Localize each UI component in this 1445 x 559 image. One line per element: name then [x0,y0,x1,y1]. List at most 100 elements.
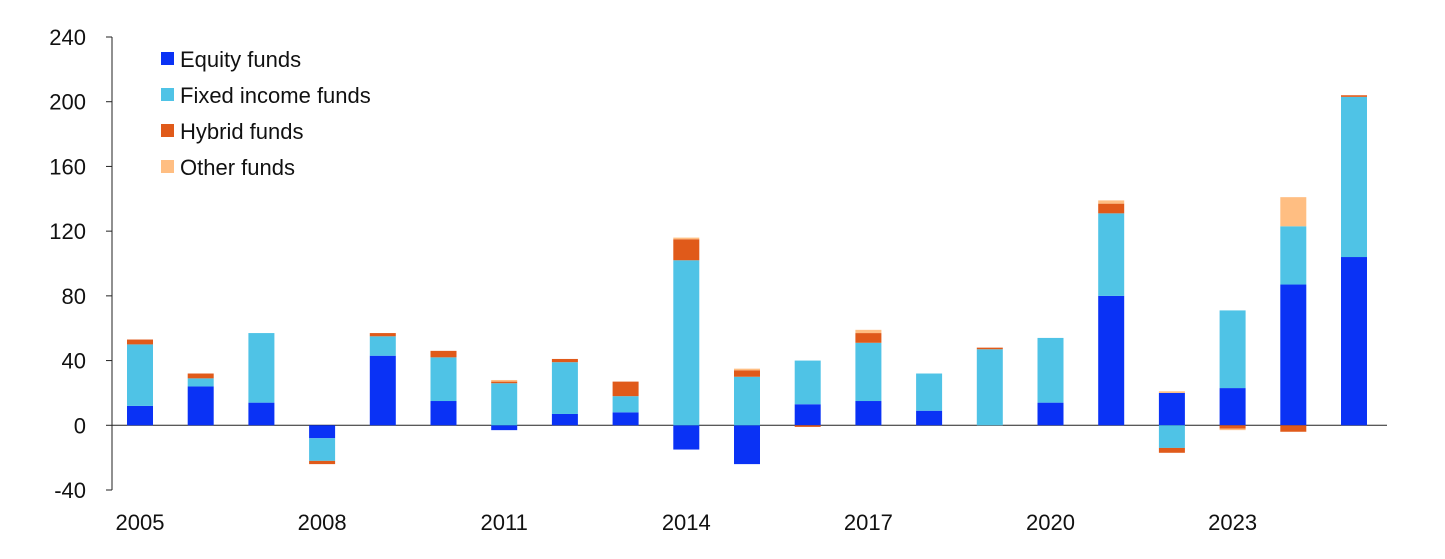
bar-stack-2006 [187,373,214,426]
bar-hybrid-funds-2022 [1158,447,1185,453]
bar-stack-2017 [855,329,882,426]
bar-stack-2021 [1098,200,1125,426]
x-tick-label: 2008 [298,510,347,535]
legend-item-equity-funds: Equity funds [161,47,301,72]
y-tick-label: 120 [49,219,86,244]
bar-stack-2015 [734,368,760,465]
legend-item-other-funds: Other funds [161,155,295,180]
x-tick-label: 2011 [481,510,528,535]
legend-swatch [161,160,174,173]
bar-equity-funds-2025 [1341,257,1367,426]
bar-other-funds-2014 [673,237,700,240]
bar-equity-funds-2014 [673,425,700,450]
legend: Equity funds Fixed income funds Hybrid fun… [161,47,371,180]
bar-stack-2007 [248,333,275,426]
bar-fixed-income-funds-2018 [916,373,943,411]
legend-label: Other funds [180,155,295,180]
bar-equity-funds-2007 [248,402,275,426]
bar-hybrid-funds-2016 [794,425,821,427]
bar-fixed-income-funds-2013 [612,396,639,413]
y-tick-label: 0 [74,413,86,438]
bar-stack-2011 [491,379,518,431]
bar-equity-funds-2012 [551,413,578,426]
bar-fixed-income-funds-2012 [551,362,578,414]
bar-fixed-income-funds-2006 [187,378,214,387]
bar-fixed-income-funds-2025 [1341,96,1367,258]
bar-hybrid-funds-2019 [976,347,1003,350]
bar-fixed-income-funds-2015 [734,376,760,426]
bar-fixed-income-funds-2016 [794,360,821,405]
bar-other-funds-2017 [855,329,882,334]
bar-equity-funds-2021 [1098,295,1125,426]
bar-hybrid-funds-2005 [127,339,153,345]
bar-stack-2013 [612,381,639,426]
bar-hybrid-funds-2009 [369,333,396,337]
bar-fixed-income-funds-2019 [976,349,1003,426]
x-tick-label: 2014 [662,510,711,535]
x-tick-label: 2023 [1208,510,1257,535]
bar-equity-funds-2017 [855,401,882,426]
bar-hybrid-funds-2015 [734,370,760,377]
bar-equity-funds-2022 [1158,392,1185,426]
bar-fixed-income-funds-2008 [309,438,336,461]
bar-hybrid-funds-2017 [855,333,882,343]
x-tick-label: 2005 [116,510,165,535]
bar-other-funds-2011 [491,379,518,382]
legend-swatch [161,124,174,137]
bar-hybrid-funds-2011 [491,381,518,384]
bar-stack-2023 [1219,310,1246,431]
bar-stack-2012 [551,358,578,426]
bar-fixed-income-funds-2024 [1280,226,1307,285]
bar-equity-funds-2008 [309,425,336,439]
legend-swatch [161,52,174,65]
bar-equity-funds-2018 [916,410,943,426]
y-tick-label: 160 [49,154,86,179]
bar-stack-2008 [309,425,336,465]
bar-fixed-income-funds-2009 [369,336,396,356]
bar-fixed-income-funds-2023 [1219,310,1246,389]
bar-stack-2019 [976,347,1003,426]
bar-equity-funds-2024 [1280,284,1307,426]
y-tick-label: 80 [62,284,86,309]
bar-stack-2024 [1280,197,1307,432]
legend-item-hybrid-funds: Hybrid funds [161,119,304,144]
bar-stack-2010 [430,350,457,426]
bar-fixed-income-funds-2022 [1158,425,1185,448]
legend-item-fixed-income-funds: Fixed income funds [161,83,371,108]
bar-hybrid-funds-2014 [673,239,700,261]
bar-stack-2025 [1341,95,1367,426]
bar-hybrid-funds-2023 [1219,425,1246,429]
bar-fixed-income-funds-2020 [1037,337,1064,403]
bar-hybrid-funds-2006 [187,373,214,379]
legend-label: Fixed income funds [180,83,371,108]
bar-stack-2016 [794,360,821,427]
bar-hybrid-funds-2025 [1341,95,1367,97]
legend-label: Hybrid funds [180,119,304,144]
bar-equity-funds-2005 [127,405,153,426]
bar-hybrid-funds-2021 [1098,203,1125,214]
legend-label: Equity funds [180,47,301,72]
bar-equity-funds-2013 [612,412,639,426]
bar-stack-2022 [1158,391,1185,453]
bar-fixed-income-funds-2021 [1098,213,1125,296]
bar-equity-funds-2009 [369,355,396,426]
x-axis: 2005 2008 2011 2014 2017 2020 2023 [112,424,1387,535]
bar-fixed-income-funds-2017 [855,342,882,402]
bar-equity-funds-2011 [491,425,518,431]
bar-other-funds-2015 [734,368,760,371]
bar-other-funds-2023 [1219,428,1246,431]
bar-equity-funds-2016 [794,404,821,426]
bar-equity-funds-2006 [187,386,214,426]
bar-equity-funds-2020 [1037,402,1064,426]
x-tick-label: 2017 [844,510,893,535]
bar-fixed-income-funds-2011 [491,383,518,426]
x-tick-label: 2020 [1026,510,1075,535]
y-tick-label: 240 [49,25,86,50]
bar-stack-2014 [673,237,700,450]
bar-equity-funds-2023 [1219,388,1246,426]
bar-stack-2009 [369,333,396,426]
bar-equity-funds-2015 [734,425,760,465]
bar-stack-2005 [127,339,153,426]
bar-fixed-income-funds-2010 [430,357,457,402]
bar-stack-2018 [916,373,943,426]
